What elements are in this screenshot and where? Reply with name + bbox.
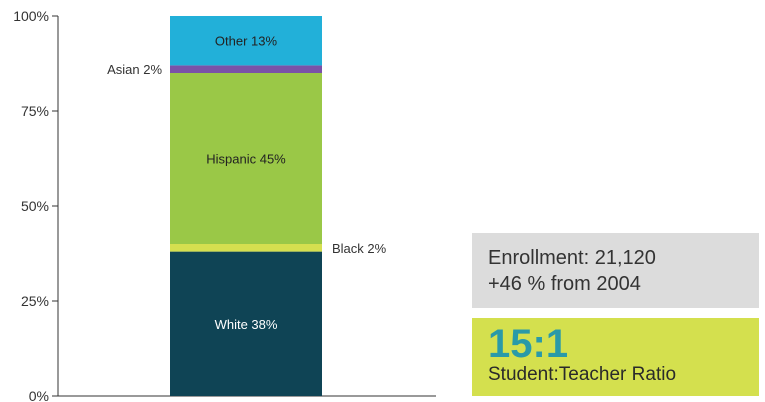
enrollment-demographics-chart: 0% 25% 50% 75% 100% White 38% Black 2% Hispanic… [13,8,436,402]
enrollment-count: Enrollment: 21,120 [488,247,656,269]
data-label-hispanic: Hispanic 45% [206,152,286,167]
enrollment-box: Enrollment: 21,120 +46 % from 2004 [472,233,759,308]
y-tick-label: 0% [29,388,49,402]
enrollment-change: +46 % from 2004 [488,273,641,295]
bar-segment-other [170,16,322,66]
bar-segment-white [170,251,322,396]
y-tick-label: 25% [21,293,49,309]
data-label-asian: Asian 2% [107,62,162,77]
ratio-box: 15:1 Student:Teacher Ratio [472,318,759,396]
data-label-black: Black 2% [332,241,387,256]
y-tick-label: 75% [21,103,49,119]
y-tick-label: 100% [13,8,49,24]
bar-segment-black [170,244,322,252]
ratio-label: Student:Teacher Ratio [488,364,677,385]
data-label-white: White 38% [215,317,278,332]
bar-segment-hispanic [170,73,322,244]
ratio-value: 15:1 [488,322,569,366]
data-label-other: Other 13% [215,34,278,49]
y-tick-label: 50% [21,198,49,214]
bar-segment-asian [170,65,322,73]
